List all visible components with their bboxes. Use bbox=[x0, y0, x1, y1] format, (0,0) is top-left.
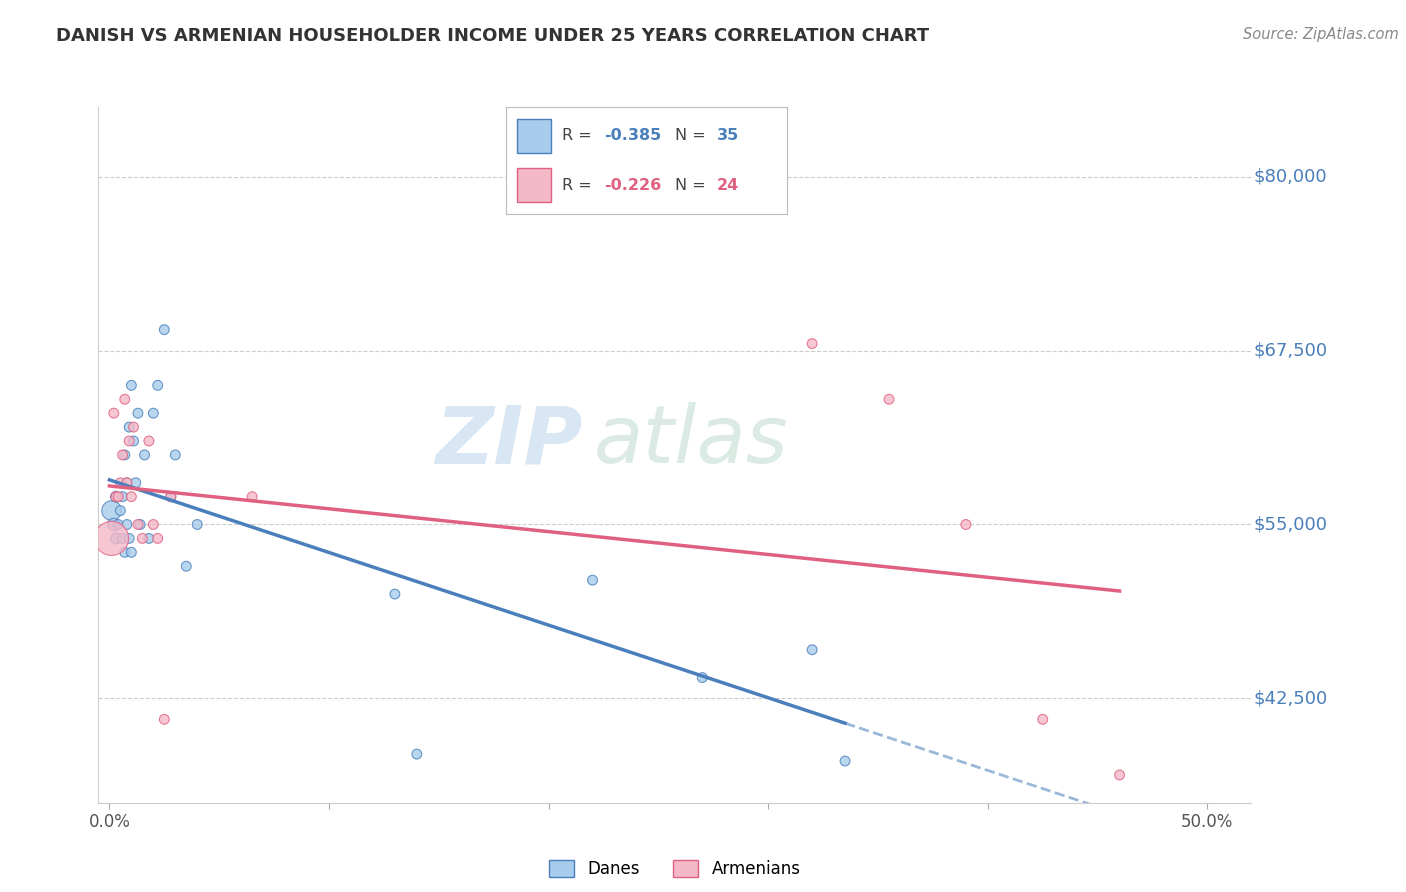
Point bbox=[111, 532, 134, 546]
Point bbox=[104, 532, 127, 546]
Point bbox=[114, 448, 136, 462]
Point bbox=[107, 490, 129, 504]
Point bbox=[118, 420, 141, 434]
Point bbox=[142, 406, 165, 420]
Text: DANISH VS ARMENIAN HOUSEHOLDER INCOME UNDER 25 YEARS CORRELATION CHART: DANISH VS ARMENIAN HOUSEHOLDER INCOME UN… bbox=[56, 27, 929, 45]
Point bbox=[107, 517, 129, 532]
Point bbox=[955, 517, 977, 532]
Point bbox=[114, 392, 136, 407]
Text: R =: R = bbox=[562, 178, 598, 193]
Point bbox=[115, 475, 138, 490]
Point bbox=[118, 532, 141, 546]
Point bbox=[120, 378, 142, 392]
Text: 35: 35 bbox=[717, 128, 740, 144]
Point bbox=[153, 323, 176, 337]
Point bbox=[877, 392, 900, 407]
Point bbox=[384, 587, 406, 601]
Point bbox=[111, 490, 134, 504]
Text: N =: N = bbox=[675, 128, 711, 144]
Point bbox=[138, 532, 160, 546]
Point bbox=[801, 642, 824, 657]
Point bbox=[146, 378, 169, 392]
Point bbox=[186, 517, 208, 532]
Point bbox=[103, 406, 125, 420]
Point bbox=[120, 545, 142, 559]
Point bbox=[142, 517, 165, 532]
Point bbox=[131, 532, 153, 546]
Point bbox=[160, 490, 183, 504]
Text: $80,000: $80,000 bbox=[1254, 168, 1327, 186]
Point bbox=[115, 475, 138, 490]
Point bbox=[120, 490, 142, 504]
Text: $55,000: $55,000 bbox=[1254, 516, 1327, 533]
Point bbox=[118, 434, 141, 448]
Point bbox=[115, 517, 138, 532]
Point bbox=[122, 420, 145, 434]
Point bbox=[134, 448, 156, 462]
Point bbox=[1108, 768, 1130, 782]
Text: ZIP: ZIP bbox=[436, 402, 582, 480]
Text: -0.226: -0.226 bbox=[605, 178, 662, 193]
FancyBboxPatch shape bbox=[517, 168, 551, 202]
Point bbox=[834, 754, 856, 768]
Point bbox=[801, 336, 824, 351]
Point bbox=[127, 406, 149, 420]
Point bbox=[100, 532, 122, 546]
Point bbox=[138, 434, 160, 448]
Text: $67,500: $67,500 bbox=[1254, 342, 1327, 359]
Text: Source: ZipAtlas.com: Source: ZipAtlas.com bbox=[1243, 27, 1399, 42]
Point bbox=[692, 671, 714, 685]
Point bbox=[129, 517, 152, 532]
Point bbox=[581, 573, 603, 587]
Point bbox=[405, 747, 427, 761]
Point bbox=[100, 503, 122, 517]
Point bbox=[104, 490, 127, 504]
Point bbox=[110, 503, 132, 517]
Point bbox=[146, 532, 169, 546]
Point bbox=[240, 490, 263, 504]
Point bbox=[125, 475, 148, 490]
Point bbox=[165, 448, 187, 462]
Text: -0.385: -0.385 bbox=[605, 128, 662, 144]
Text: 24: 24 bbox=[717, 178, 740, 193]
Point bbox=[104, 490, 127, 504]
Point bbox=[127, 517, 149, 532]
Text: $42,500: $42,500 bbox=[1254, 690, 1327, 707]
Point bbox=[103, 517, 125, 532]
Point bbox=[153, 712, 176, 726]
Text: atlas: atlas bbox=[595, 402, 789, 480]
Point bbox=[110, 475, 132, 490]
Text: N =: N = bbox=[675, 178, 711, 193]
Point bbox=[160, 490, 183, 504]
Point bbox=[1032, 712, 1054, 726]
FancyBboxPatch shape bbox=[517, 119, 551, 153]
Text: R =: R = bbox=[562, 128, 598, 144]
Legend: Danes, Armenians: Danes, Armenians bbox=[543, 854, 807, 885]
Point bbox=[114, 545, 136, 559]
Point bbox=[111, 448, 134, 462]
Point bbox=[174, 559, 197, 574]
Point bbox=[122, 434, 145, 448]
